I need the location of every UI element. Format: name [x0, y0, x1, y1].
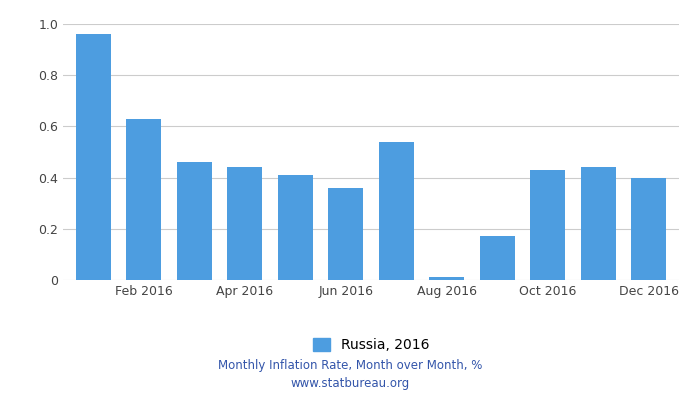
Legend: Russia, 2016: Russia, 2016 [313, 338, 429, 352]
Text: www.statbureau.org: www.statbureau.org [290, 377, 410, 390]
Bar [631, 178, 666, 280]
Bar [429, 278, 464, 280]
Bar [480, 236, 515, 280]
Text: Monthly Inflation Rate, Month over Month, %: Monthly Inflation Rate, Month over Month… [218, 360, 482, 372]
Bar [227, 167, 262, 280]
Bar [530, 170, 566, 280]
Bar [580, 167, 616, 280]
Bar [176, 162, 212, 280]
Bar [379, 142, 414, 280]
Bar [126, 119, 162, 280]
Bar [328, 188, 363, 280]
Bar [76, 34, 111, 280]
Bar [278, 175, 313, 280]
